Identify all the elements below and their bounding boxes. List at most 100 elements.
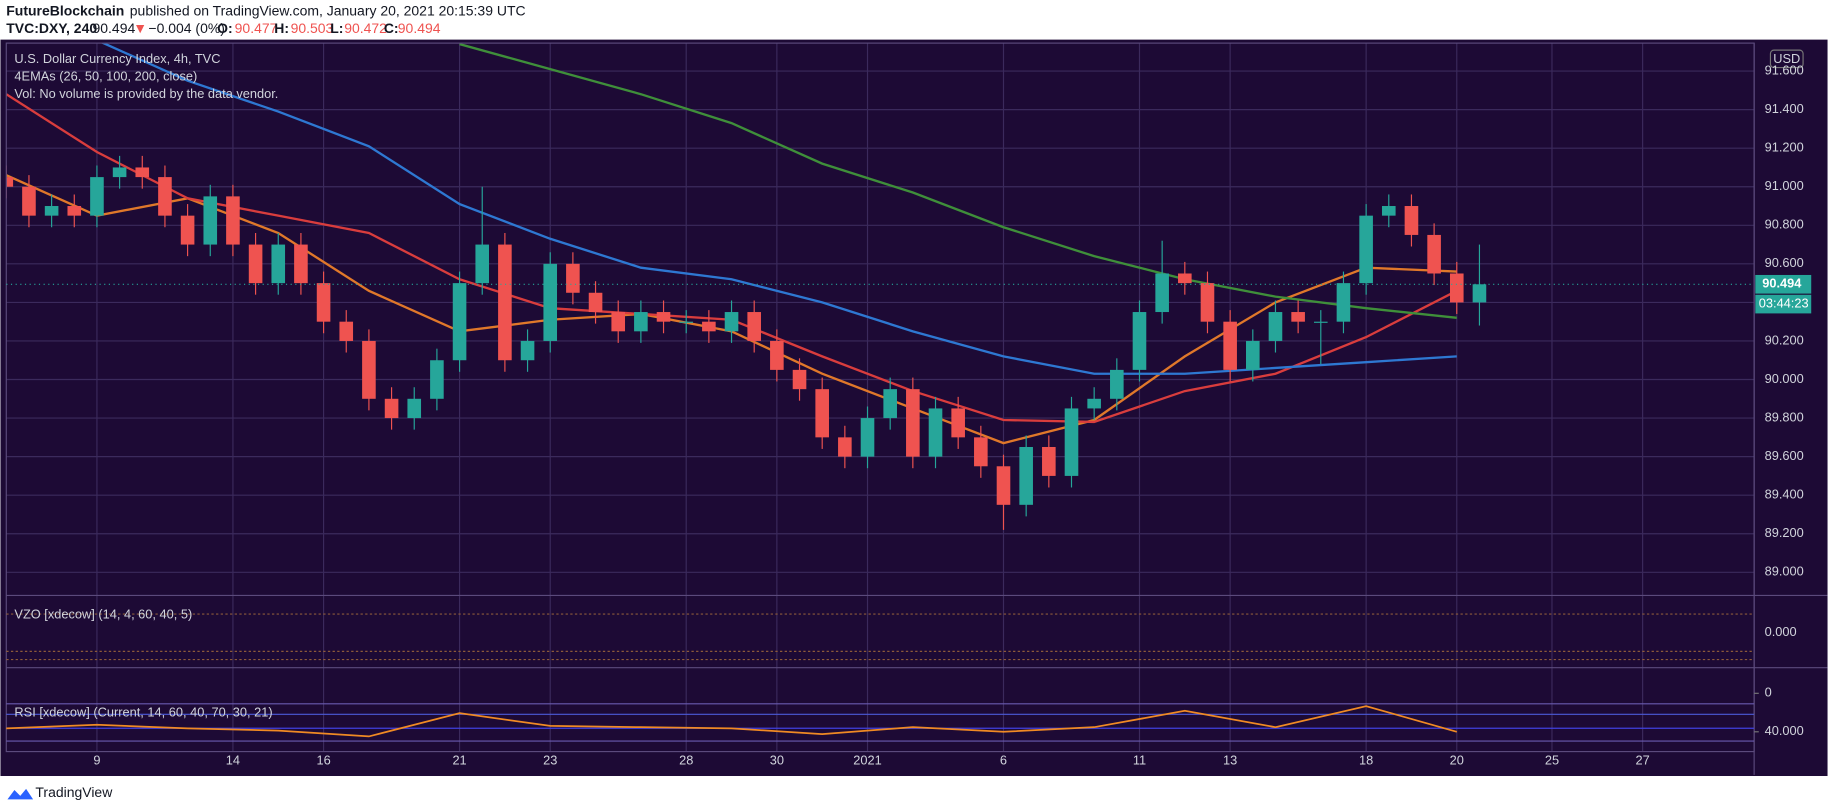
candle-body [1291, 312, 1305, 322]
candle-body [135, 167, 150, 178]
y-tick-label: 91.200 [1765, 140, 1804, 155]
x-tick-label: 27 [1636, 752, 1650, 767]
x-tick-label: 14 [226, 752, 240, 767]
candle-body [1064, 408, 1079, 476]
candle-body [1132, 312, 1147, 370]
candle-body [362, 340, 376, 399]
candle-body [860, 418, 875, 457]
candle-body [112, 167, 127, 178]
volume-note: Vol: No volume is provided by the data v… [14, 86, 278, 101]
y-tick-label: 90.600 [1765, 255, 1804, 270]
candle-body [815, 389, 829, 438]
candle-body [1381, 206, 1396, 216]
high-value: 90.503 [291, 20, 334, 36]
candle-body [1200, 283, 1215, 322]
last-price-badge [1755, 274, 1812, 294]
grid [6, 43, 1755, 752]
candle-body [407, 398, 422, 419]
candle-body [203, 196, 218, 245]
candle-body [498, 244, 512, 361]
close-value: 90.494 [398, 20, 441, 36]
currency: USD [1773, 51, 1800, 66]
last-price-label: 90.494 [1762, 276, 1802, 291]
candle-body [588, 292, 603, 313]
candle-body [1155, 273, 1169, 313]
candle-body [67, 206, 82, 216]
x-tick-label: 23 [543, 752, 557, 767]
x-tick-label: 18 [1359, 752, 1373, 767]
x-tick-label: 21 [452, 752, 466, 767]
candle-body [520, 340, 535, 361]
x-tick-label: 20 [1450, 752, 1464, 767]
candle-body [294, 244, 308, 284]
chart-title: U.S. Dollar Currency Index, 4h, TVC [14, 51, 220, 66]
y-tick-label: 91.600 [1765, 62, 1804, 77]
rsi-line [6, 705, 1458, 738]
candle-body [1472, 284, 1487, 303]
candle-body [1404, 206, 1419, 235]
candle-body [1268, 312, 1283, 341]
open-value: 90.477 [235, 20, 278, 36]
candle-body [883, 389, 897, 419]
x-tick-label: 6 [1000, 752, 1007, 767]
candle-body [566, 263, 580, 293]
published: published on TradingView.com, January 20… [130, 2, 526, 18]
author: FutureBlockchain [6, 2, 124, 18]
y-tick-label: 90.800 [1765, 217, 1804, 232]
candle-body [158, 177, 172, 216]
candle-body [951, 408, 965, 438]
pane-frame [5, 42, 1828, 775]
y-tick-label: 89.400 [1765, 487, 1804, 502]
change: −0.004 (0%) [148, 20, 225, 36]
x-tick-label: 11 [1133, 752, 1146, 767]
candle-body [384, 398, 399, 419]
x-tick-label: 13 [1223, 752, 1237, 767]
candle-body [316, 283, 331, 322]
candle-body [1449, 273, 1464, 303]
candle-body [1178, 273, 1192, 284]
candle-body [44, 206, 59, 216]
indicator-label: 4EMAs (26, 50, 100, 200, close) [14, 68, 197, 83]
candle-body [724, 312, 739, 332]
last-price: 90.494 [93, 20, 136, 36]
candle-body [928, 408, 943, 457]
candle-body [679, 321, 694, 323]
symbol: TVC:DXY, 240 [6, 20, 97, 36]
candle-body [611, 312, 626, 332]
y-tick-label: 90.000 [1765, 371, 1804, 386]
candle-body [1042, 446, 1056, 476]
x-tick-label: 25 [1545, 752, 1559, 767]
candle-body [6, 177, 14, 187]
candle-body [22, 186, 36, 216]
candle-body [1246, 340, 1260, 370]
y-tick-label: 90.200 [1765, 332, 1804, 347]
candle-body [475, 244, 490, 284]
rsi-title: RSI [xdecow] (Current, 14, 60, 40, 70, 3… [14, 705, 272, 720]
x-tick-label: 9 [93, 752, 100, 767]
low-value: 90.472 [344, 20, 387, 36]
candle-body [1313, 321, 1328, 323]
candle-body [339, 321, 354, 341]
candle-body [248, 244, 263, 284]
x-tick-label: 2021 [853, 752, 881, 767]
candle-body [543, 263, 558, 341]
candle-body [838, 437, 852, 457]
high-label: H: [274, 20, 289, 36]
y-tick-label: 89.800 [1765, 409, 1804, 424]
candles [6, 155, 1487, 530]
logo [7, 788, 34, 800]
candle-body [180, 215, 195, 245]
vzo-tick-label: 0.000 [1765, 624, 1797, 639]
candle-body [1336, 283, 1351, 322]
candle-body [90, 177, 104, 216]
low-label: L: [330, 20, 343, 36]
close-label: C: [384, 20, 399, 36]
countdown-badge [1755, 294, 1812, 314]
y-tick-label: 91.400 [1765, 101, 1804, 116]
footer-brand: TradingView [35, 784, 113, 800]
x-tick-label: 30 [770, 752, 784, 767]
candle-body [792, 369, 807, 390]
vzo-title: VZO [xdecow] (14, 4, 60, 40, 5) [14, 607, 192, 622]
candle-body [770, 340, 784, 370]
candle-body [430, 360, 444, 399]
